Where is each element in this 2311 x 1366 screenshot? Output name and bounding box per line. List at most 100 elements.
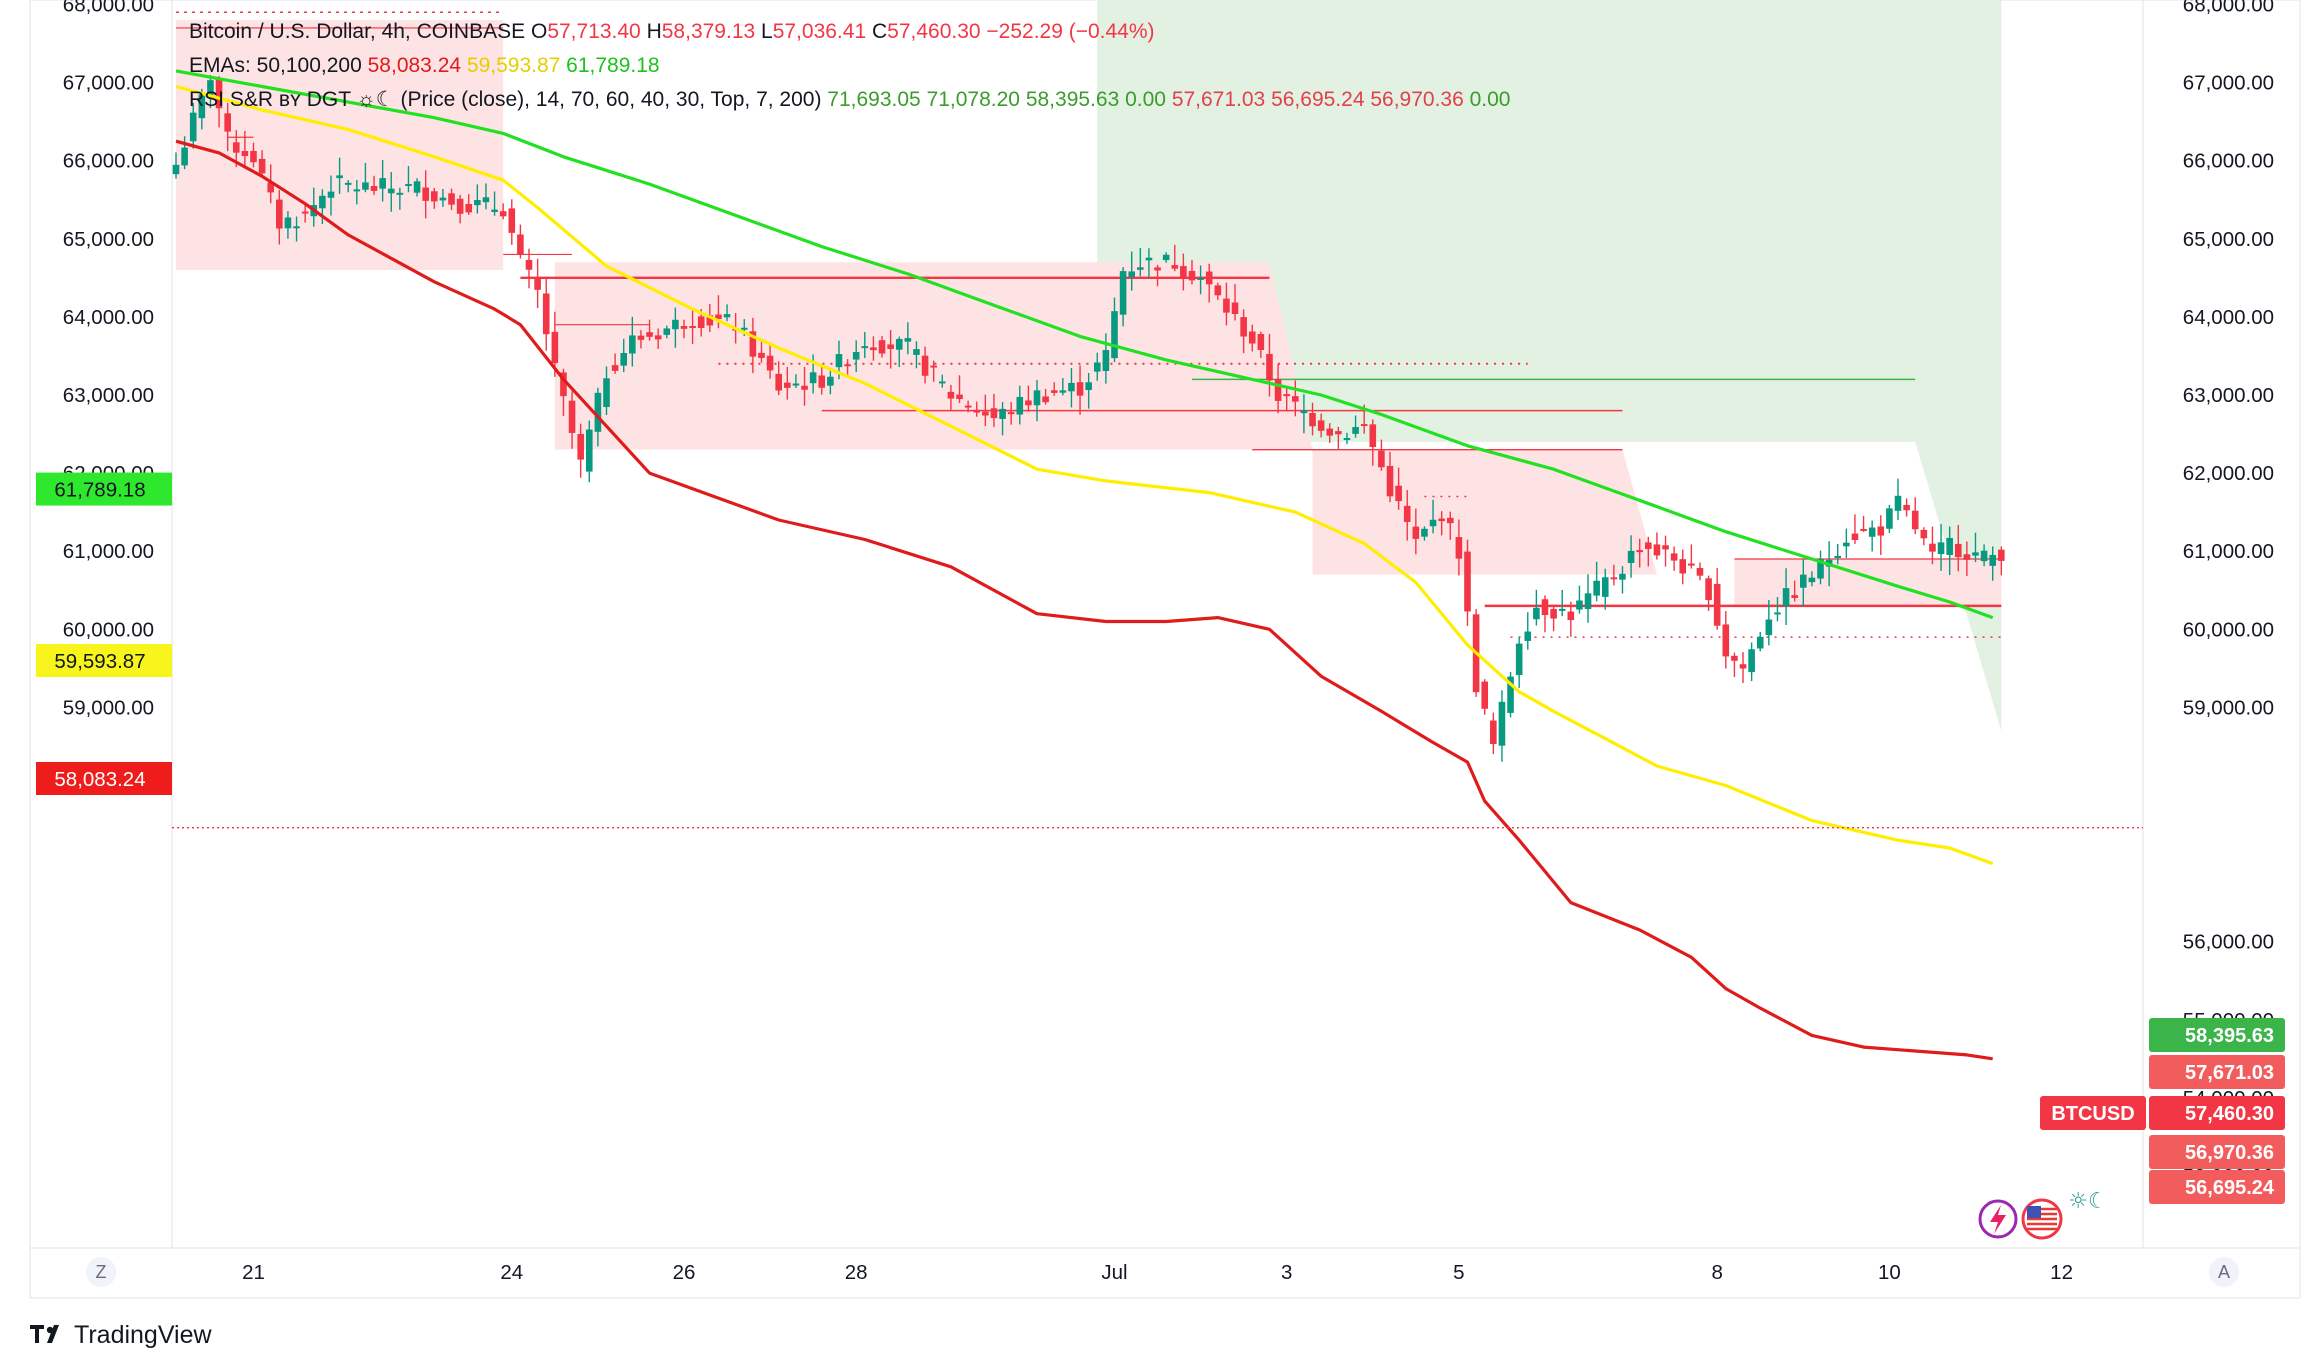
- candle-body: [1042, 396, 1049, 403]
- zone-3: [1312, 449, 1657, 575]
- time-scale[interactable]: 21 24 26 28 Jul 3 5 8 10 12: [242, 1261, 2073, 1284]
- candle: [1093, 352, 1101, 381]
- candle-body: [1438, 518, 1445, 522]
- zone-1: [1097, 0, 2002, 731]
- candle: [1808, 571, 1816, 587]
- candle: [1335, 426, 1342, 449]
- ema-line-3: [175, 69, 1994, 620]
- left-tick-label: 66,000.00: [63, 150, 154, 173]
- candle: [956, 375, 963, 403]
- candle: [1498, 690, 1506, 762]
- candle-body: [1653, 544, 1661, 556]
- candle: [1197, 265, 1204, 295]
- candle: [1705, 575, 1712, 611]
- us-flag-icon[interactable]: [2021, 1198, 2063, 1240]
- z-button[interactable]: Z: [86, 1257, 116, 1287]
- time-tick-label: 3: [1281, 1261, 1292, 1284]
- candle: [1929, 526, 1936, 565]
- candle-body: [1025, 400, 1032, 406]
- left-price-badge: 58,083.24: [36, 761, 172, 795]
- candle: [215, 76, 223, 128]
- legend-ohlc-value: 58,379.13: [662, 20, 761, 43]
- candle-body: [1679, 559, 1687, 574]
- candle: [1980, 544, 1988, 567]
- auto-scale-button[interactable]: A: [2209, 1257, 2239, 1287]
- candle-body: [1739, 664, 1747, 669]
- candle-body: [1903, 504, 1910, 511]
- candle-body: [1662, 545, 1669, 550]
- left-tick-label: 67,000.00: [63, 72, 154, 95]
- candle: [258, 150, 266, 178]
- candle-body: [499, 211, 507, 217]
- right-price-badge: 57,460.30 BTCUSD: [2040, 1096, 2285, 1130]
- a-button-label: A: [2218, 1262, 2230, 1282]
- brand-name[interactable]: TradingView: [74, 1321, 213, 1349]
- candle-body: [1490, 720, 1497, 745]
- candle: [784, 366, 791, 400]
- candle: [1300, 394, 1308, 434]
- svg-text:☼☾: ☼☾: [2068, 1189, 2107, 1214]
- legend-ohlc-key: C: [872, 20, 887, 43]
- candle-body: [680, 326, 688, 329]
- left-tick-label: 65,000.00: [63, 228, 154, 251]
- candle: [1309, 402, 1316, 436]
- sun-moon-icon[interactable]: ☼☾: [2068, 1189, 2107, 1214]
- candle: [1782, 568, 1790, 625]
- candle: [1627, 535, 1635, 578]
- candle-body: [1954, 543, 1962, 558]
- candle: [534, 258, 541, 309]
- candle-body: [319, 195, 326, 209]
- legend-rsi-value: 71,078.20: [927, 88, 1026, 111]
- candle: [637, 330, 645, 349]
- legend-rsi-value: 58,395.63: [1026, 88, 1125, 111]
- legend-ohlc-value: 57,036.41: [773, 20, 872, 43]
- candle-body: [1576, 600, 1583, 610]
- left-tick-label: 68,000.00: [63, 0, 154, 17]
- legend-rsi-value: 57,671.03: [1172, 88, 1271, 111]
- candle-body: [1937, 542, 1945, 555]
- candle-body: [456, 198, 464, 214]
- badge-bg: [2149, 1135, 2285, 1169]
- candle-body: [1756, 636, 1764, 649]
- candle-body: [482, 197, 490, 203]
- legend-ema-value: 61,789.18: [566, 54, 659, 77]
- candle-body: [301, 211, 309, 214]
- candle: [431, 187, 438, 209]
- legend-change: −252.29 (−0.44%): [986, 20, 1154, 43]
- candle: [1490, 712, 1497, 755]
- candle: [895, 336, 903, 368]
- right-price-badge: 57,671.03: [2149, 1055, 2285, 1089]
- candle-body: [809, 372, 817, 384]
- candle-body: [1093, 362, 1101, 372]
- candle: [189, 102, 197, 149]
- tradingview-logo-icon[interactable]: [30, 1325, 59, 1343]
- candle-body: [293, 226, 300, 229]
- candle-body: [1231, 302, 1239, 315]
- legend-rsi-value: 56,970.36: [1370, 88, 1469, 111]
- symbol-badge-bg: [2040, 1096, 2146, 1130]
- legend-ohlc-value: 57,460.30: [887, 20, 986, 43]
- candle-body: [1188, 270, 1196, 281]
- badge-bg: [2149, 1096, 2285, 1130]
- candle-body: [448, 193, 455, 205]
- lightning-icon[interactable]: [1978, 1199, 2018, 1239]
- candle: [1765, 599, 1773, 646]
- right-tick-label: 64,000.00: [2183, 306, 2274, 329]
- candle: [1378, 439, 1385, 471]
- candle-body: [336, 175, 343, 179]
- candle-body: [1352, 427, 1359, 434]
- candle-body: [1584, 593, 1592, 610]
- badge-bg: [2149, 1055, 2285, 1089]
- legend-rsi-value: 0.00: [1470, 88, 1511, 111]
- candle: [1576, 585, 1583, 614]
- candle: [422, 170, 429, 219]
- candle-body: [250, 150, 257, 163]
- zone-4: [1734, 559, 2002, 606]
- candle: [672, 307, 679, 348]
- candle-body: [620, 352, 628, 366]
- candle-body: [1808, 577, 1816, 583]
- candle: [448, 188, 455, 210]
- candle: [336, 157, 343, 194]
- candle: [1042, 388, 1049, 405]
